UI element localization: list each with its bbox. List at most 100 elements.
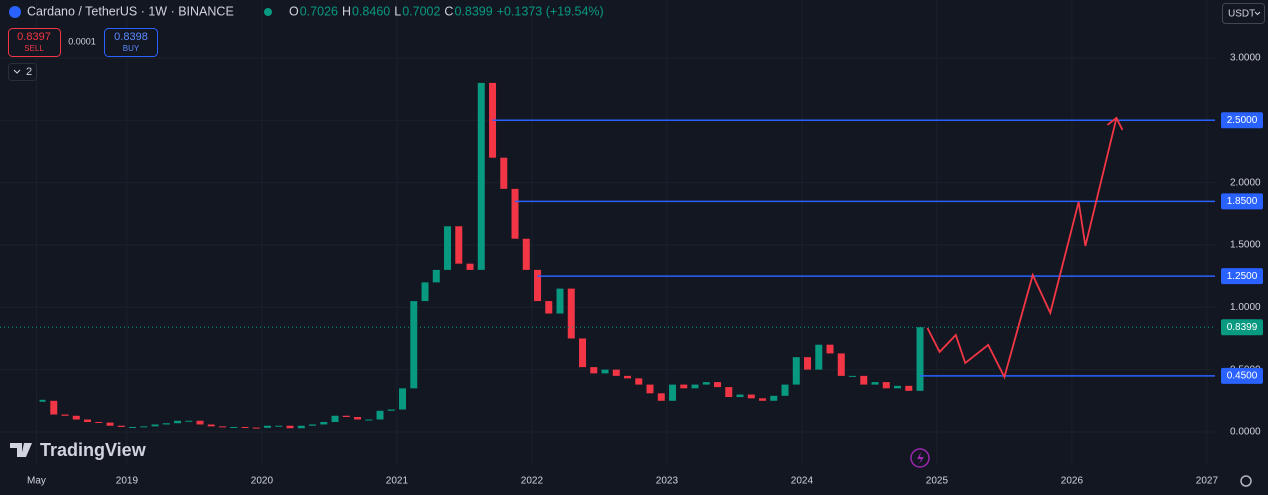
y-tick-label: 0.0000 [1230,427,1261,438]
ohlc-key: C [444,4,453,18]
level-tag [1221,367,1263,384]
candle [196,420,204,425]
candle [151,424,159,427]
candle [579,338,587,368]
candle [680,384,688,389]
indicators-count: 2 [26,66,32,78]
candle [61,414,69,416]
candle [477,82,485,270]
candle [286,425,294,429]
currency: USDT [1228,9,1255,20]
sell-label: SELL [24,44,44,53]
bolt [917,452,924,464]
candle [432,269,440,283]
candle [230,426,238,428]
candle [117,425,125,427]
candle [376,410,384,420]
candle [241,426,249,428]
candle [275,425,283,427]
ohlc-key: H [342,4,351,18]
y-tick-label: 3.0000 [1230,53,1261,64]
level-label: 1.8500 [1227,196,1258,207]
candle [849,375,857,377]
buy-price: 0.8398 [114,31,148,43]
x-tick-label: 2023 [656,476,679,487]
candle [331,415,339,422]
candle [264,425,272,428]
candle [871,382,879,385]
indicators-toggle[interactable] [8,63,37,81]
brand-logo [10,443,32,457]
candle [894,385,902,389]
level-tag [1221,268,1263,285]
candle [387,409,395,411]
buy-label: BUY [123,44,140,53]
candle [106,422,114,426]
ohlc-value: 0.7026 [300,4,338,18]
candle [567,288,575,339]
level-tag [1221,112,1263,129]
x-tick-label: 2025 [926,476,949,487]
change: +0.1373 (+19.54%) [497,4,604,18]
candle [500,157,508,189]
events-icon[interactable] [910,448,930,468]
ohlc-value: 0.8399 [454,4,492,18]
candle [747,394,755,399]
candle [207,424,215,427]
candle [556,288,564,314]
candle [669,384,677,401]
candle [399,388,407,410]
candle [860,375,868,385]
candle [84,419,92,422]
x-tick-label: 2020 [251,476,274,487]
ohlc-key: O [289,4,299,18]
x-tick-label: May [27,476,46,487]
candle [174,420,182,424]
candle [545,301,553,314]
candle [804,357,812,370]
candle [455,226,463,264]
x-tick-label: 2019 [116,476,139,487]
settings-icon[interactable] [1240,475,1252,487]
projection-line [926,117,1118,380]
status-dot [264,8,272,16]
candle [140,426,148,428]
level-label: 2.5000 [1227,115,1258,126]
candle [444,226,452,270]
candle [702,382,710,385]
level-label: 1.2500 [1227,271,1258,282]
candle [50,400,58,415]
currency-button[interactable] [1222,3,1265,24]
buy-button[interactable] [104,28,158,57]
candle [691,384,699,389]
sell-price: 0.8397 [17,31,51,43]
candle [129,426,137,428]
candle [252,427,260,429]
candle [320,421,328,425]
candle [837,353,845,376]
sell-button[interactable] [8,28,61,57]
candle [297,425,305,429]
candle [657,393,665,401]
candle [219,426,227,428]
level-label: 0.4500 [1227,371,1258,382]
candle [410,301,418,389]
current-price-label: 0.8399 [1227,322,1258,333]
candle [612,369,620,376]
spread: 0.0001 [68,36,96,46]
candle [624,375,632,379]
candle [770,395,778,401]
candle [522,238,530,270]
candle [342,415,350,418]
candle [635,378,643,385]
candle [309,424,317,426]
candle [72,415,80,420]
candle [646,384,654,394]
chevron [13,69,21,74]
candle [511,188,519,239]
candle [815,344,823,370]
x-tick-label: 2021 [386,476,409,487]
